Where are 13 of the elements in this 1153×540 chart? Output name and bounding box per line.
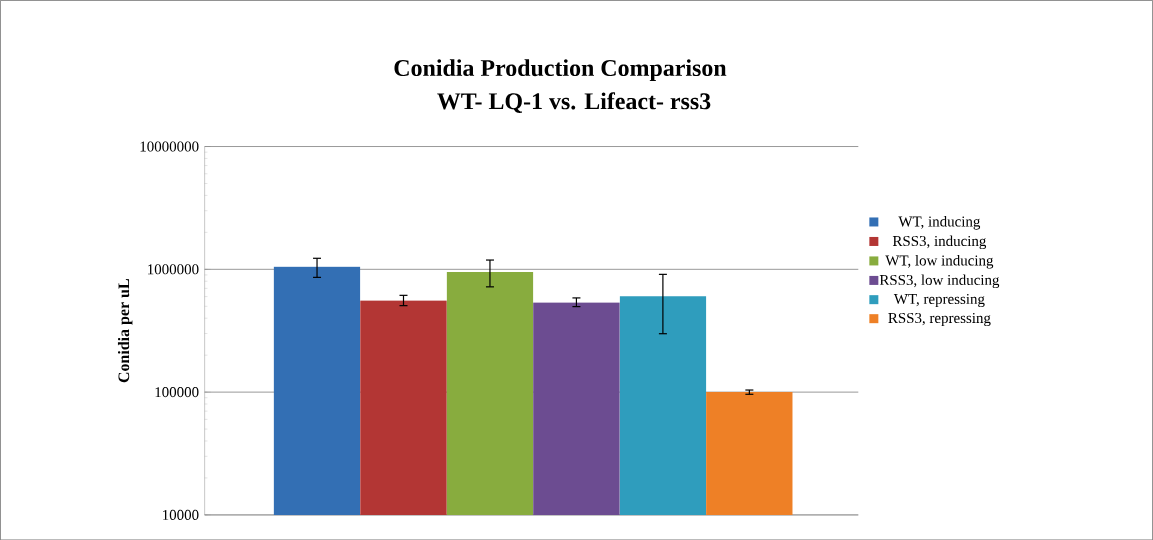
legend-label: WT, repressing [893, 293, 985, 307]
chart-subtitle: WT- LQ-1 vs. Lifeact- rss3 [437, 92, 711, 113]
y-tick-label: 10000000 [140, 141, 199, 152]
y-tick-label: 100000 [155, 386, 199, 397]
y-axis-title: Conidia per uL [117, 278, 133, 383]
legend-label: WT, low inducing [885, 254, 994, 269]
legend-label: RSS3, low inducing [879, 274, 1000, 288]
legend-label: RSS3, inducing [892, 235, 987, 249]
y-tick-label: 10000 [163, 509, 199, 520]
legend-label: WT, inducing [898, 215, 981, 230]
y-tick-label: 1000000 [148, 264, 199, 275]
chart-title: Conidia Production Comparison [394, 59, 727, 81]
legend-label: RSS3, repressing [888, 312, 991, 326]
